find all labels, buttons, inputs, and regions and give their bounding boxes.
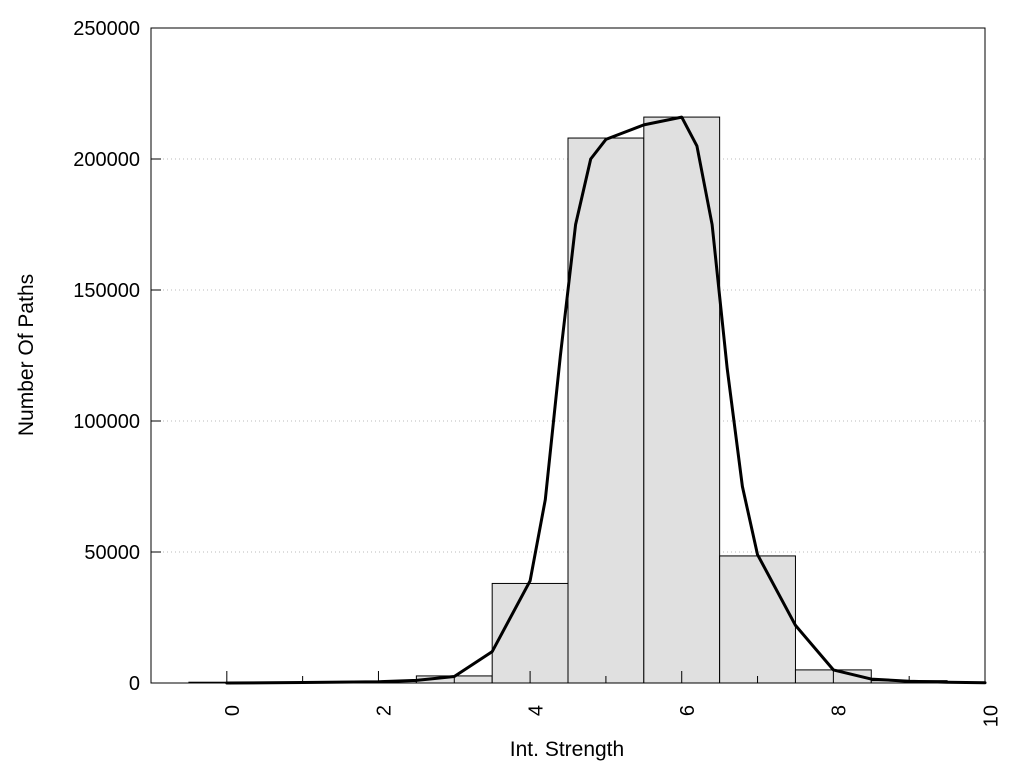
y-tick-label: 250000	[73, 18, 140, 40]
histogram-bar	[643, 116, 721, 684]
tick-labels: 0 2 4 6 8 10 0 50000 100000 150000 200000 250000	[73, 18, 1002, 727]
y-tick-label: 150000	[73, 280, 140, 302]
x-tick-label: 4	[525, 705, 547, 716]
histogram-bar	[567, 137, 645, 684]
x-tick-label: 0	[222, 705, 244, 716]
x-axis-title: Int. Strength	[510, 738, 624, 761]
histogram-bar	[491, 582, 569, 684]
x-tick-label: 6	[677, 705, 699, 716]
y-tick-label: 0	[129, 673, 140, 695]
plot-frame	[150, 27, 986, 684]
y-axis-title: Number Of Paths	[15, 274, 38, 436]
y-tick-label: 50000	[84, 542, 140, 564]
x-tick-label: 2	[374, 705, 396, 716]
histogram-bar	[719, 555, 796, 684]
x-tick-label: 8	[829, 705, 851, 716]
y-tick-label: 200000	[73, 149, 140, 171]
histogram-bars	[188, 116, 948, 684]
axes	[150, 27, 986, 684]
x-tick-label: 10	[980, 705, 1002, 727]
y-tick-label: 100000	[73, 411, 140, 433]
